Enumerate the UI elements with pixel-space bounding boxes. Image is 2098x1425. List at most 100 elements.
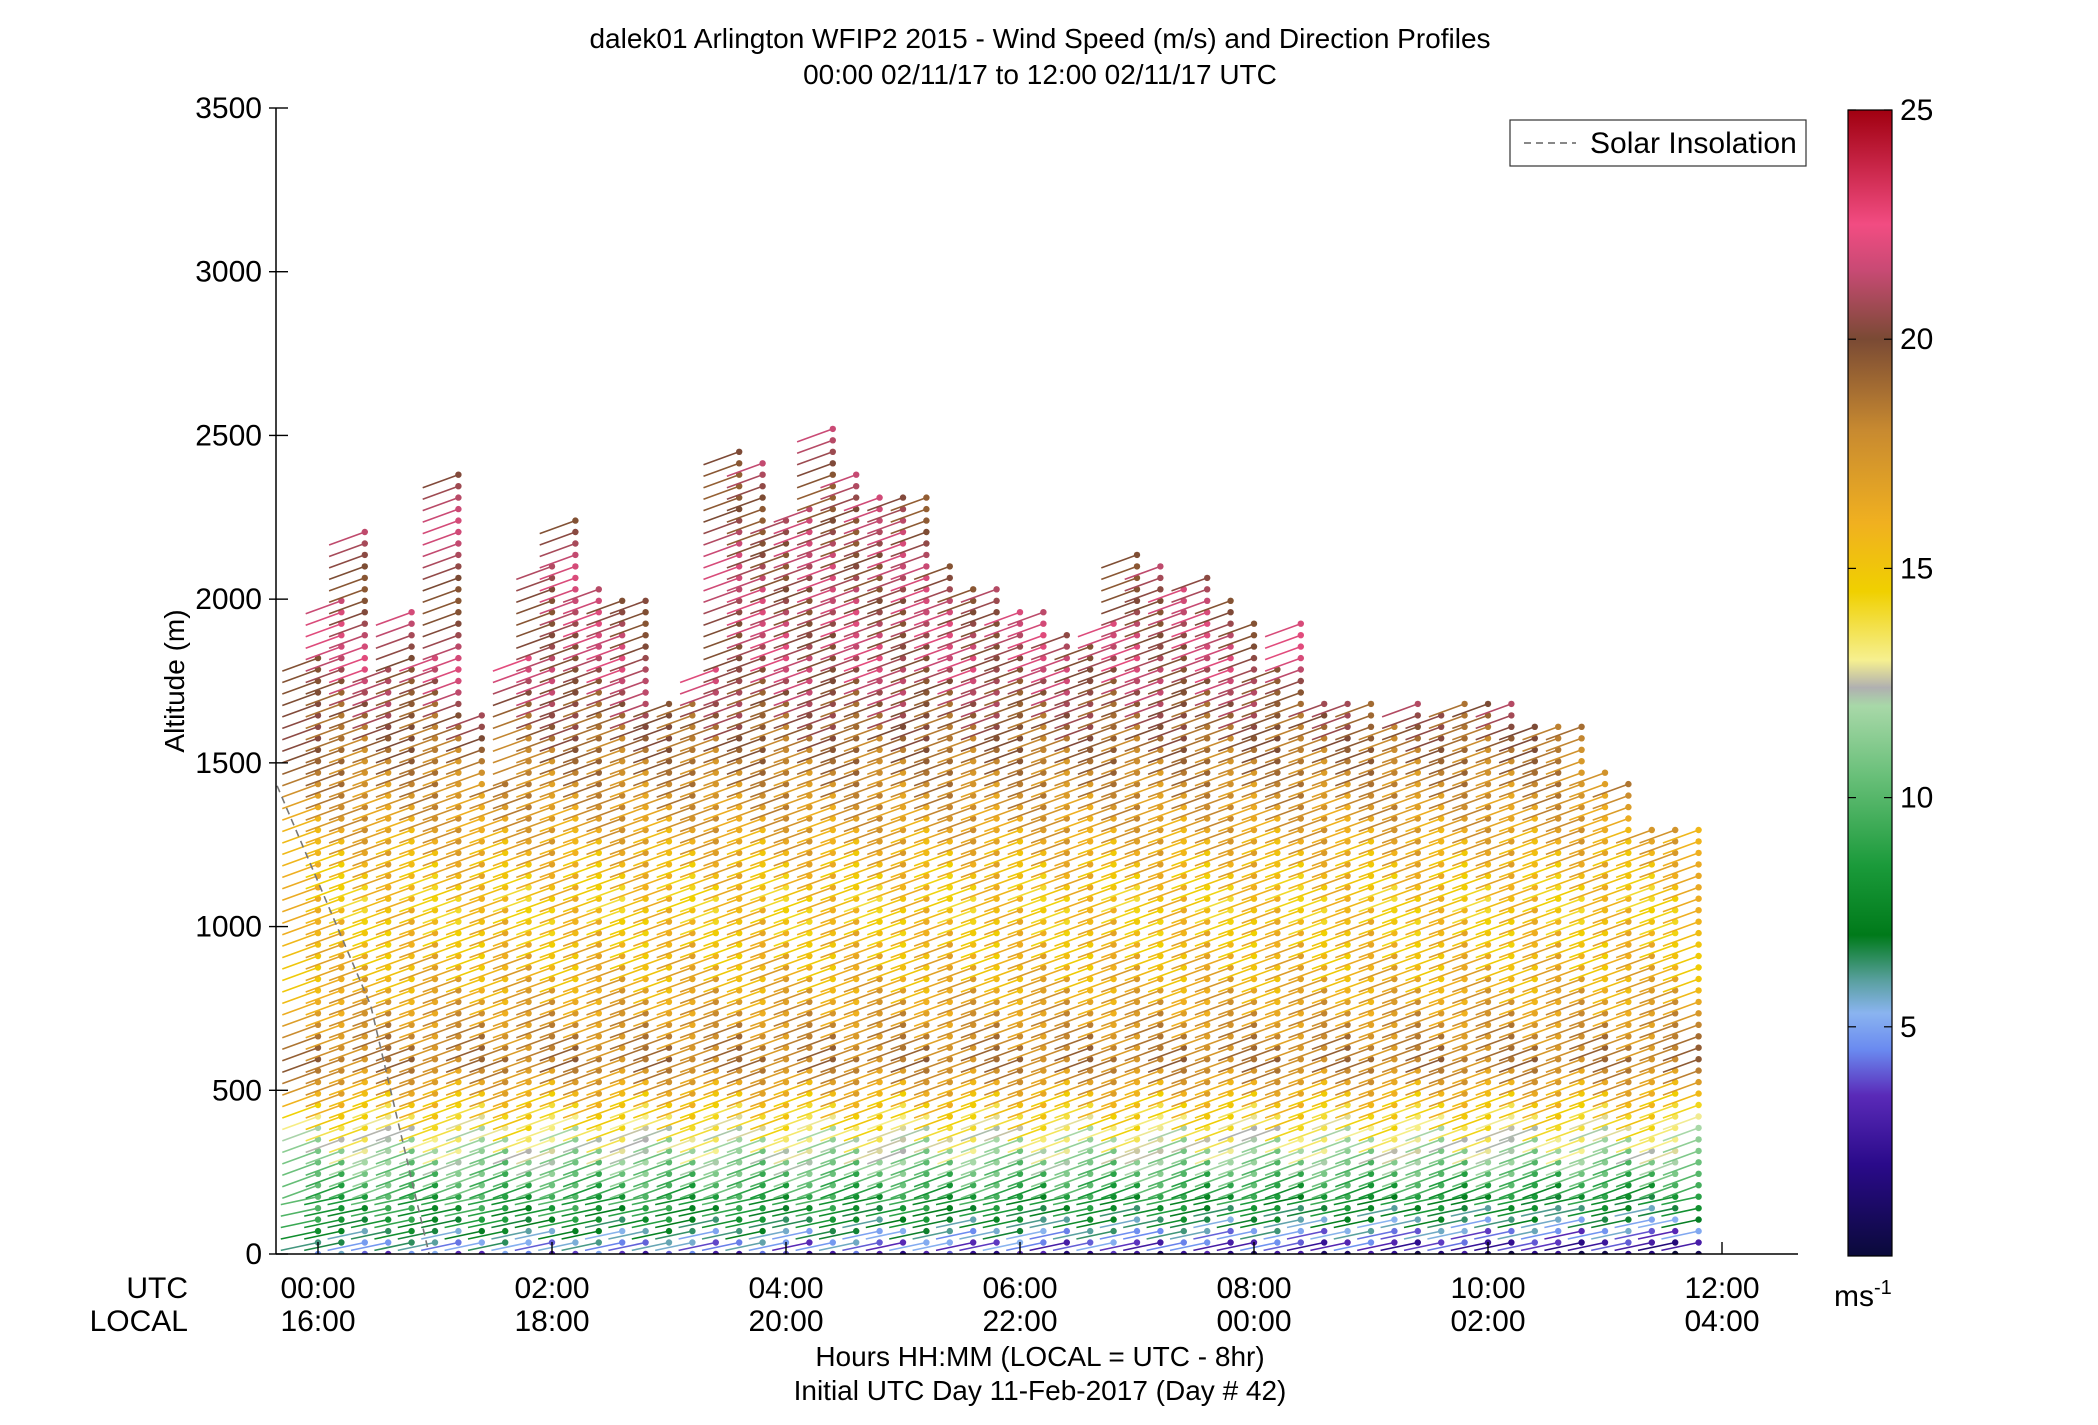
wind-barb xyxy=(360,1253,365,1254)
chart-subtitle: 00:00 02/11/17 to 12:00 02/11/17 UTC xyxy=(803,59,1277,90)
wind-barb xyxy=(305,932,342,947)
wind-barb xyxy=(445,771,483,787)
wind-barb xyxy=(352,863,389,879)
wind-barb xyxy=(539,863,576,879)
wind-barb xyxy=(586,840,623,856)
wind-barb-dot xyxy=(642,597,649,604)
wind-barb xyxy=(516,611,553,626)
wind-barb xyxy=(304,1207,342,1217)
wind-barb xyxy=(539,760,576,775)
wind-barb xyxy=(282,691,319,707)
wind-barb-dot xyxy=(1157,586,1164,593)
wind-barb xyxy=(539,542,576,558)
wind-barb xyxy=(586,691,623,707)
wind-barb xyxy=(445,1127,483,1142)
wind-barb-dot xyxy=(548,1216,556,1223)
wind-barb-dot xyxy=(642,609,649,616)
wind-barb xyxy=(492,1081,529,1096)
wind-barb xyxy=(399,1046,436,1062)
wind-barb-dot xyxy=(899,494,907,501)
wind-barb xyxy=(491,1195,529,1206)
wind-barb xyxy=(375,1058,412,1073)
wind-barb xyxy=(375,1012,412,1028)
wind-barb-dot xyxy=(1250,666,1258,673)
wind-barb xyxy=(328,1058,366,1073)
wind-barb xyxy=(469,1046,506,1062)
wind-barb-dot xyxy=(1040,1239,1047,1246)
wind-barb-dot xyxy=(455,563,462,570)
wind-barb xyxy=(609,932,646,947)
wind-barb xyxy=(445,863,483,879)
wind-barb xyxy=(305,978,342,993)
wind-barb xyxy=(609,1173,646,1188)
wind-barb xyxy=(445,760,483,775)
wind-barb xyxy=(562,622,600,638)
wind-barb xyxy=(399,680,436,695)
wind-barb xyxy=(328,1092,366,1108)
wind-barb xyxy=(375,645,412,661)
wind-barb xyxy=(586,611,623,626)
wind-barb xyxy=(305,726,342,741)
wind-barb xyxy=(586,932,623,947)
wind-barb-dot xyxy=(502,1227,509,1235)
wind-barb-dot xyxy=(572,574,579,582)
wind-barb xyxy=(688,1253,693,1254)
wind-barb-dot xyxy=(876,1216,883,1223)
wind-barb xyxy=(422,978,459,993)
wind-barb xyxy=(609,1069,646,1085)
wind-barb xyxy=(469,875,506,890)
wind-barb xyxy=(305,1104,342,1119)
wind-barb xyxy=(594,1253,599,1254)
wind-barb-dot xyxy=(361,654,368,662)
wind-barb xyxy=(1179,1253,1184,1254)
wind-barb-dot xyxy=(361,632,368,639)
wind-barb xyxy=(539,749,576,764)
wind-barb xyxy=(562,1012,600,1028)
wind-barb xyxy=(399,989,436,1005)
wind-barb xyxy=(375,943,412,959)
wind-barb xyxy=(539,1138,576,1154)
wind-barb xyxy=(609,1115,646,1131)
wind-barb-dot xyxy=(502,1239,509,1246)
wind-barb xyxy=(492,1173,529,1188)
wind-barb-dot xyxy=(759,483,766,490)
wind-barb xyxy=(562,680,600,695)
wind-barb-dot xyxy=(712,1205,719,1212)
wind-barb xyxy=(539,1161,576,1177)
wind-barb xyxy=(492,886,529,902)
wind-barb xyxy=(1109,1253,1114,1254)
wind-barb-dot xyxy=(853,1216,860,1223)
wind-barb xyxy=(422,932,459,947)
wind-barb xyxy=(282,1138,319,1154)
wind-barb xyxy=(445,726,483,741)
wind-barb-dot xyxy=(431,1227,439,1235)
wind-barb-dot xyxy=(1204,1227,1211,1235)
wind-barb xyxy=(516,897,553,913)
wind-barb-dot xyxy=(1157,563,1164,570)
wind-barb xyxy=(492,668,529,684)
wind-barb-dot xyxy=(642,666,649,673)
wind-barb xyxy=(305,863,342,879)
wind-barb xyxy=(539,600,576,615)
wind-barb-dot xyxy=(408,620,415,627)
wind-barb xyxy=(352,1173,389,1188)
wind-barb xyxy=(633,1127,670,1142)
wind-barb xyxy=(445,749,483,764)
wind-barb xyxy=(631,1207,670,1217)
wind-barb xyxy=(328,840,366,856)
wind-barb-dot xyxy=(993,1239,1000,1246)
wind-barb xyxy=(562,829,600,844)
wind-barb xyxy=(586,1184,623,1199)
wind-barb-dot xyxy=(478,1227,485,1235)
wind-barb xyxy=(422,783,459,798)
wind-barb xyxy=(305,737,342,753)
wind-barb xyxy=(516,749,553,764)
wind-barb-dot xyxy=(548,1227,556,1235)
wind-barb xyxy=(282,703,319,718)
wind-barb xyxy=(282,806,319,821)
wind-barb xyxy=(539,1081,576,1096)
wind-barb-dot xyxy=(525,1205,532,1212)
wind-barb xyxy=(282,760,319,775)
wind-barb-dot xyxy=(853,1239,860,1246)
wind-barb xyxy=(586,966,623,982)
